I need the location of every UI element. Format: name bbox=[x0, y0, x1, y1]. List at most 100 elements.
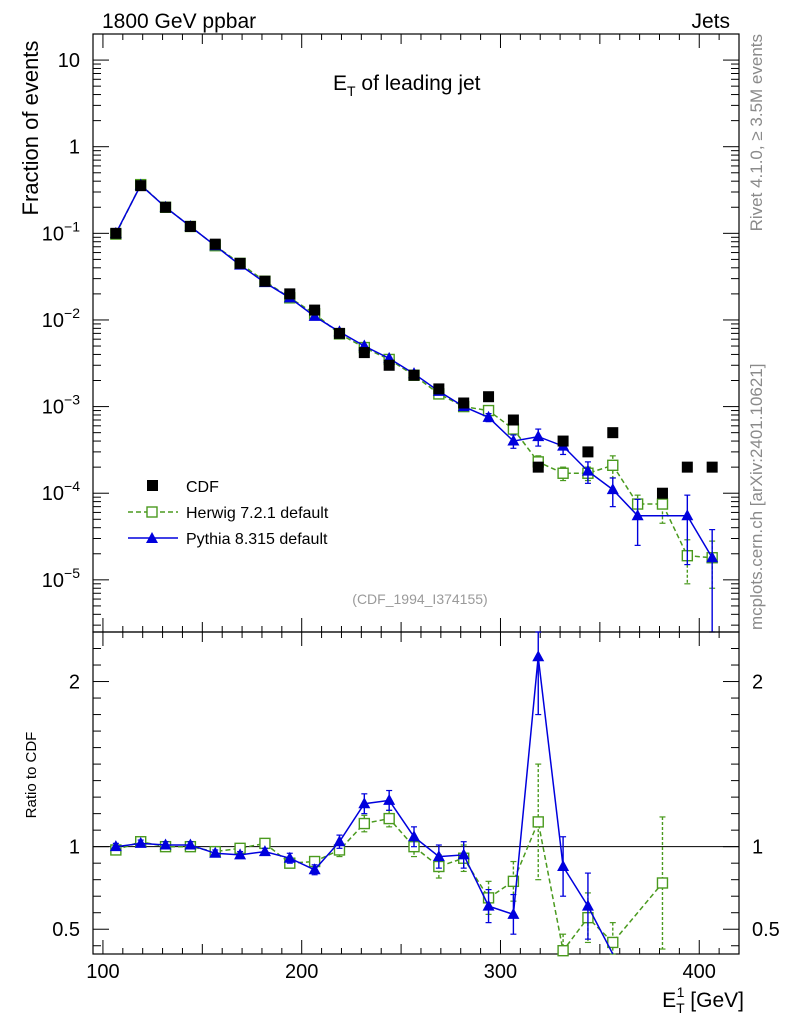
ratio-point-pythia bbox=[333, 835, 346, 847]
ratio-point-pythia bbox=[209, 846, 222, 858]
mcplots-label: mcplots.cern.ch [arXiv:2401.10621] bbox=[747, 364, 766, 630]
main-point-cdf bbox=[483, 391, 495, 403]
plot-title-sub: T bbox=[347, 83, 356, 99]
main-point-cdf bbox=[706, 461, 718, 473]
main-point-pythia bbox=[631, 509, 644, 521]
main-y-tick-label: 10−1 bbox=[42, 218, 80, 245]
ratio-point-herwig bbox=[607, 936, 619, 949]
legend-label-cdf: CDF bbox=[186, 479, 219, 496]
ratio-point-pythia bbox=[358, 797, 371, 809]
ratio-point-pythia bbox=[234, 848, 247, 860]
ratio-point-pythia bbox=[408, 830, 421, 842]
main-point-cdf bbox=[532, 461, 544, 473]
rivet-label: Rivet 4.1.0, ≥ 3.5M events bbox=[747, 34, 766, 231]
main-point-cdf bbox=[557, 435, 569, 447]
ratio-point-pythia bbox=[134, 836, 147, 848]
ratio-y-tick-label-left: 2 bbox=[69, 672, 80, 694]
legend: CDF Herwig 7.2.1 default Pythia 8.315 de… bbox=[128, 479, 329, 548]
main-point-cdf bbox=[333, 327, 345, 339]
main-point-pythia bbox=[507, 434, 520, 446]
ratio-point-herwig bbox=[532, 816, 544, 828]
ratio-y-tick-label-left: 1 bbox=[69, 837, 80, 859]
main-point-cdf bbox=[408, 369, 420, 381]
main-point-cdf bbox=[135, 180, 147, 192]
main-point-cdf bbox=[681, 461, 693, 473]
main-point-cdf bbox=[160, 201, 172, 213]
main-point-cdf bbox=[184, 220, 196, 232]
main-y-ticks: 10−5 10−4 10−3 10−2 10−1 1 10 bbox=[42, 33, 739, 626]
main-point-cdf bbox=[259, 275, 271, 287]
plot-title-main: E bbox=[333, 72, 347, 95]
ratio-point-pythia bbox=[159, 838, 172, 850]
ratio-panel: 0.5 0.51 12 2 100 200 300 400 Ratio to CDF ET1… bbox=[23, 631, 780, 1016]
ratio-point-pythia bbox=[482, 899, 495, 911]
main-point-herwig bbox=[507, 423, 520, 435]
ratio-y-tick-label-right: 1 bbox=[752, 837, 763, 859]
main-y-axis-label: Fraction of events bbox=[18, 41, 43, 216]
main-y-tick-label: 10−3 bbox=[42, 392, 80, 419]
x-tick-label: 400 bbox=[683, 961, 716, 983]
ratio-point-herwig bbox=[557, 944, 569, 957]
ratio-point-pythia bbox=[532, 650, 545, 662]
main-point-herwig bbox=[607, 459, 619, 472]
main-point-pythia bbox=[581, 464, 594, 476]
ratio-series-group bbox=[109, 631, 669, 957]
ratio-y-ticks: 0.5 0.5 1 1 2 2 bbox=[52, 631, 780, 947]
ratio-point-herwig bbox=[507, 875, 520, 888]
ratio-point-pythia bbox=[557, 859, 570, 871]
header-left: 1800 GeV ppbar bbox=[102, 10, 256, 33]
main-point-pythia bbox=[681, 509, 694, 521]
header-right: Jets bbox=[691, 10, 730, 33]
main-y-tick-label: 10−4 bbox=[42, 478, 80, 505]
ratio-y-tick-label-right: 0.5 bbox=[752, 919, 780, 941]
x-axis-label-main: E bbox=[662, 989, 676, 1012]
main-point-cdf bbox=[358, 347, 370, 359]
main-y-tick-label: 10−5 bbox=[42, 565, 80, 592]
ratio-point-pythia bbox=[109, 840, 122, 852]
ratio-point-pythia bbox=[432, 850, 445, 862]
main-y-tick-label: 1 bbox=[69, 137, 80, 159]
main-point-herwig bbox=[557, 467, 569, 479]
legend-label-pythia: Pythia 8.315 default bbox=[186, 531, 328, 548]
x-axis-label-sub: T bbox=[676, 1000, 685, 1016]
x-tick-label: 300 bbox=[484, 961, 517, 983]
main-point-cdf bbox=[458, 397, 470, 409]
ratio-point-pythia bbox=[308, 863, 321, 875]
main-panel: 10−5 10−4 10−3 10−2 10−1 1 10 ET of leading je… bbox=[18, 33, 740, 633]
legend-label-herwig: Herwig 7.2.1 default bbox=[186, 505, 329, 522]
x-tick-label: 200 bbox=[285, 961, 318, 983]
main-series-group bbox=[109, 178, 719, 633]
main-point-cdf bbox=[656, 487, 668, 499]
ratio-point-herwig bbox=[358, 817, 371, 830]
ratio-y-tick-label-left: 0.5 bbox=[52, 919, 80, 941]
main-y-tick-label: 10−2 bbox=[42, 305, 80, 332]
legend-marker-cdf bbox=[147, 480, 158, 491]
x-axis-label: ET1 [GeV] bbox=[662, 984, 744, 1016]
ratio-point-pythia bbox=[283, 851, 296, 863]
main-point-cdf bbox=[284, 288, 296, 300]
main-point-cdf bbox=[433, 383, 445, 395]
main-point-herwig bbox=[656, 498, 669, 510]
main-point-cdf bbox=[507, 414, 519, 426]
analysis-watermark: (CDF_1994_I374155) bbox=[352, 591, 487, 607]
main-point-pythia bbox=[532, 430, 545, 442]
legend-marker-pythia bbox=[146, 532, 158, 543]
main-point-pythia bbox=[482, 410, 495, 422]
main-point-cdf bbox=[234, 257, 246, 269]
ratio-point-pythia bbox=[507, 907, 520, 919]
main-point-cdf bbox=[607, 427, 619, 439]
main-x-ticks bbox=[102, 34, 740, 632]
ratio-point-pythia bbox=[383, 793, 396, 805]
main-y-tick-label: 10 bbox=[58, 50, 80, 72]
x-axis-label-sup: 1 bbox=[677, 984, 685, 1000]
ratio-x-ticks: 100 200 300 400 bbox=[86, 632, 740, 983]
main-point-cdf bbox=[383, 359, 395, 371]
main-point-cdf bbox=[582, 446, 594, 458]
ratio-point-pythia bbox=[258, 845, 271, 857]
ratio-line-herwig bbox=[115, 817, 664, 953]
ratio-y-axis-label: Ratio to CDF bbox=[23, 732, 40, 819]
legend-marker-herwig bbox=[146, 506, 158, 518]
main-point-pythia bbox=[706, 551, 719, 563]
ratio-point-herwig bbox=[383, 812, 395, 825]
